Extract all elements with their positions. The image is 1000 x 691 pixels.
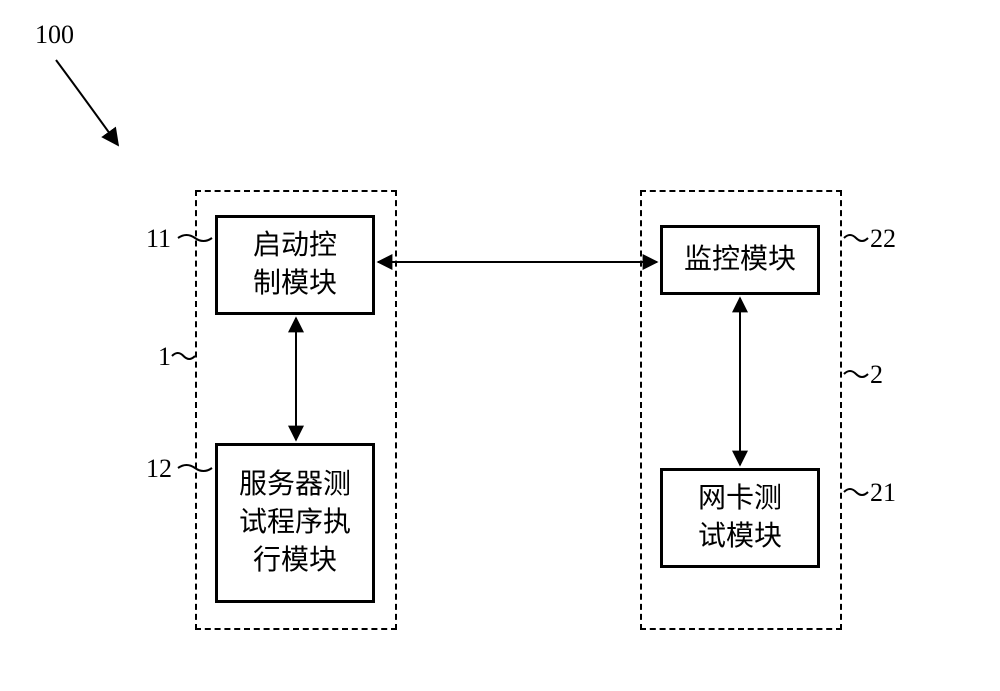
ref-label-21: 21: [870, 478, 896, 508]
diagram-canvas: 启动控制模块 服务器测试程序执行模块 监控模块 网卡测试模块 100 11 12…: [0, 0, 1000, 691]
ref-label-22: 22: [870, 224, 896, 254]
ref-label-2: 2: [870, 360, 883, 390]
ref-label-11: 11: [146, 224, 171, 254]
ref-label-100: 100: [35, 20, 74, 50]
ref-label-12: 12: [146, 454, 172, 484]
ref-label-1: 1: [158, 342, 171, 372]
leader-lines-layer: [0, 0, 1000, 691]
